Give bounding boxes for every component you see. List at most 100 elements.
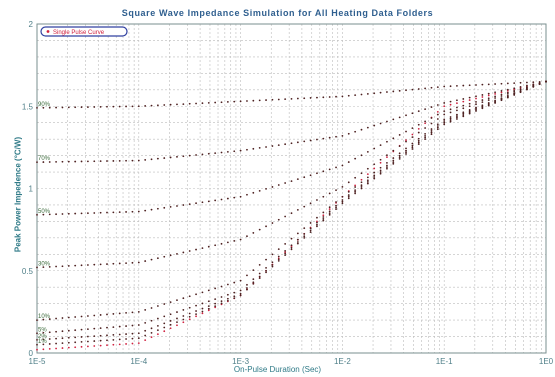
curve-label: 2% [38,334,47,340]
data-point [80,315,83,318]
data-point [449,85,452,88]
data-point [360,93,363,96]
data-point [322,137,325,140]
data-point [392,90,395,93]
data-point [74,264,77,267]
data-point [87,160,89,163]
data-point [322,219,325,222]
data-point [468,110,471,113]
data-point [386,120,388,123]
single-pulse-point [405,139,407,142]
data-point [246,283,248,286]
data-point [106,326,108,329]
x-axis-label: On-Pulse Duration (Sec) [233,365,322,374]
data-point [74,316,77,318]
single-pulse-point [411,133,414,136]
single-pulse-point [424,122,427,125]
data-point [271,265,274,268]
data-point [246,193,248,196]
data-point [226,297,229,300]
data-point [201,247,204,250]
data-point [335,204,337,207]
data-point [417,110,420,113]
data-point [169,320,172,322]
data-point [532,81,535,84]
data-point [456,109,458,112]
x-tick-label: 1E-2 [334,357,351,366]
data-point [156,329,159,332]
data-point [347,94,350,97]
single-pulse-point [42,348,45,351]
data-point [506,91,509,94]
data-point [61,317,64,319]
data-point [335,201,337,203]
single-pulse-point [156,333,159,336]
data-point [176,311,178,313]
single-pulse-point [176,324,178,327]
data-point [456,113,458,116]
data-point [125,338,127,340]
data-point [398,89,401,92]
data-point [93,212,96,214]
single-pulse-point [195,315,197,318]
data-point [449,120,452,123]
data-point [233,281,236,284]
data-point [386,167,388,170]
single-pulse-point [118,343,121,346]
data-point [156,324,159,327]
data-point [277,144,280,147]
data-point [131,261,134,264]
data-point [99,160,102,163]
data-point [322,96,325,99]
data-point [239,289,242,292]
data-point [494,102,496,104]
data-point [417,137,420,140]
data-point [284,98,287,101]
data-point [239,292,242,295]
data-point [226,299,229,302]
data-point [188,315,191,318]
data-point [131,324,134,327]
data-point [366,167,369,170]
data-point [144,209,147,212]
data-point [137,337,140,340]
data-point [163,326,166,329]
data-point [246,288,248,291]
data-point [405,140,407,143]
data-point [341,95,344,98]
data-point [475,84,477,86]
data-point [379,122,382,125]
data-point [195,248,197,251]
data-point [449,111,452,114]
data-point [125,105,127,108]
single-pulse-point [316,220,318,223]
data-point [42,343,45,346]
data-point [290,248,293,251]
data-point [449,108,452,111]
data-point [258,189,261,192]
data-point [201,291,204,294]
grid [36,24,547,353]
data-point [494,97,496,99]
data-point [468,112,471,115]
data-point [150,307,153,309]
data-point [150,258,153,261]
data-point [48,106,51,109]
data-point [506,96,509,99]
data-point [48,331,51,334]
data-point [366,181,369,183]
data-point [379,169,382,172]
x-tick-label: 1E-3 [232,357,249,366]
data-point [271,261,274,264]
data-point [424,120,427,123]
data-point [443,102,446,104]
data-point [125,312,127,314]
data-point [500,99,503,102]
data-point [258,275,261,278]
data-point [468,109,471,111]
data-point [322,170,325,173]
curve-label: 30% [38,261,51,267]
data-point [373,124,376,127]
data-point [430,86,433,89]
data-point [233,100,236,103]
